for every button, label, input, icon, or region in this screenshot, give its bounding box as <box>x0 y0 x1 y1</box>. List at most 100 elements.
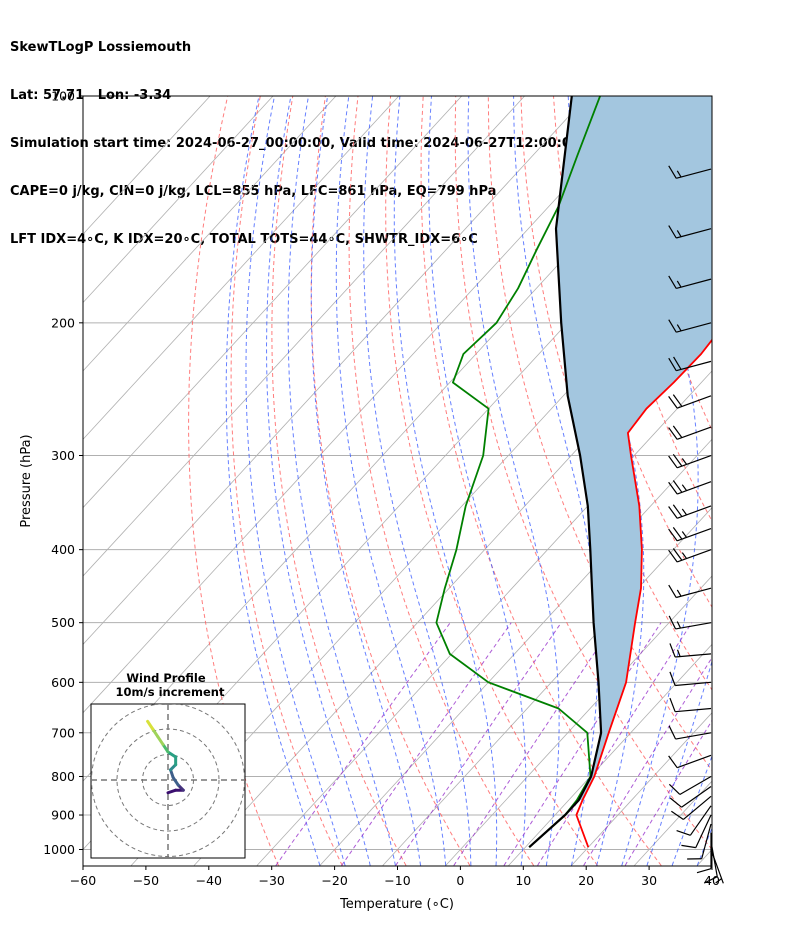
y-tick-label: 500 <box>51 615 75 630</box>
axes: −60 −50 −40 −30 −20 −10 0 10 20 30 401002003004005… <box>43 89 720 889</box>
mixing-ratio-line <box>624 719 712 866</box>
dry-adiabat <box>310 96 471 866</box>
y-tick-label: 200 <box>51 315 75 330</box>
isotherm--80 <box>83 96 651 714</box>
isotherm--40 <box>193 301 712 866</box>
wind-barb <box>668 526 712 542</box>
isotherm--130 <box>83 96 337 372</box>
x-tick-label: 0 <box>456 873 464 888</box>
dry-adiabat <box>230 96 343 866</box>
wind-barb <box>668 725 712 740</box>
hodograph-segment <box>161 742 170 754</box>
mixing-ratio-line <box>341 622 512 866</box>
x-tick-label: 20 <box>578 873 594 888</box>
y-tick-label: 100 <box>51 89 75 104</box>
wind-barb <box>669 786 712 808</box>
wind-barb <box>668 165 712 179</box>
title-line-indices: LFT IDX=4∘C, K IDX=20∘C, TOTAL TOTS=44∘C… <box>10 232 478 247</box>
wind-barb <box>668 615 712 630</box>
hodograph-title: Wind Profile <box>126 671 206 685</box>
isotherm--90 <box>83 96 588 645</box>
isotherm-0 <box>445 575 712 866</box>
x-tick-label: −30 <box>259 873 285 888</box>
y-tick-label: 400 <box>51 542 75 557</box>
wind-barb <box>668 425 712 440</box>
title-line-station: SkewTLogP Lossiemouth <box>10 40 192 55</box>
x-tick-label: −50 <box>133 873 159 888</box>
moist-adiabat <box>646 659 712 866</box>
dry-adiabat <box>454 96 712 851</box>
moist-adiabat <box>310 96 422 866</box>
isotherm--50 <box>130 233 712 866</box>
title-line-cape: CAPE=0 j/kg, CIN=0 j/kg, LCL=855 hPa, LF… <box>10 184 497 199</box>
isotherm--10 <box>382 507 712 866</box>
wind-barb <box>669 671 712 687</box>
series-parcel <box>528 96 603 849</box>
hodograph-segment <box>146 719 155 731</box>
wind-barb <box>669 643 712 658</box>
dry-adiabat <box>385 96 598 866</box>
moist-adiabat <box>225 96 321 866</box>
wind-barb <box>668 319 712 333</box>
x-axis-label: Temperature (∘C) <box>339 897 454 912</box>
wind-barb <box>671 795 712 820</box>
wind-barb <box>668 275 712 290</box>
moist-adiabat <box>265 96 371 866</box>
wind-barb <box>668 504 712 519</box>
mixing-ratio-line <box>453 622 616 866</box>
dry-adiabat <box>420 96 662 866</box>
wind-barb <box>696 832 712 874</box>
dry-adiabat <box>271 96 407 866</box>
mixing-ratio-line <box>275 622 451 866</box>
x-tick-label: −10 <box>384 873 410 888</box>
dry-adiabat <box>749 96 794 866</box>
series-dewpoint <box>435 96 601 848</box>
isotherm--150 <box>83 96 211 235</box>
y-tick-label: 600 <box>51 675 75 690</box>
hodograph-plot <box>91 704 245 858</box>
wind-barb <box>676 805 712 836</box>
y-tick-label: 1000 <box>43 842 75 857</box>
hodograph-segment <box>166 750 178 759</box>
mixing-ratio-line <box>503 622 662 866</box>
y-tick-label: 900 <box>51 808 75 823</box>
isotherm--120 <box>83 96 400 440</box>
mixing-ratio-line <box>537 622 693 866</box>
mixing-ratio-line <box>583 656 712 866</box>
y-tick-label: 700 <box>51 725 75 740</box>
x-tick-label: −20 <box>321 873 347 888</box>
moist-adiabat <box>363 96 472 866</box>
cape-fill <box>556 96 712 801</box>
wind-barb <box>668 754 712 769</box>
wind-barb <box>669 697 712 713</box>
wind-barb <box>668 775 712 795</box>
dry-adiabat <box>782 96 794 866</box>
hodograph-subtitle: 10m/s increment <box>116 685 225 699</box>
hodograph-segment <box>156 735 165 746</box>
hodograph-segment <box>171 775 180 787</box>
y-tick-label: 800 <box>51 769 75 784</box>
wind-barb <box>668 225 712 239</box>
dry-adiabat <box>618 96 712 432</box>
wind-barb <box>668 584 712 599</box>
moist-adiabat <box>393 96 498 866</box>
wind-barb <box>703 841 718 884</box>
wind-barb <box>668 480 712 495</box>
wind-barbs <box>668 165 724 884</box>
wind-barb <box>668 453 712 469</box>
dry-adiabat <box>348 96 535 866</box>
moist-adiabat <box>428 96 527 866</box>
y-axis-label: Pressure (hPa) <box>19 434 34 527</box>
isotherm-50 <box>760 96 794 865</box>
moist-adiabat <box>287 96 396 866</box>
isotherm--110 <box>83 96 463 509</box>
isotherm--100 <box>83 96 525 577</box>
moist-adiabat <box>467 96 560 866</box>
x-tick-label: 30 <box>641 873 657 888</box>
moist-adiabat <box>621 96 699 866</box>
wind-barb <box>687 823 712 860</box>
title-block: SkewTLogP Lossiemouth Lat: 57.71 Lon: -3… <box>10 8 603 264</box>
isotherm-10 <box>508 643 712 866</box>
